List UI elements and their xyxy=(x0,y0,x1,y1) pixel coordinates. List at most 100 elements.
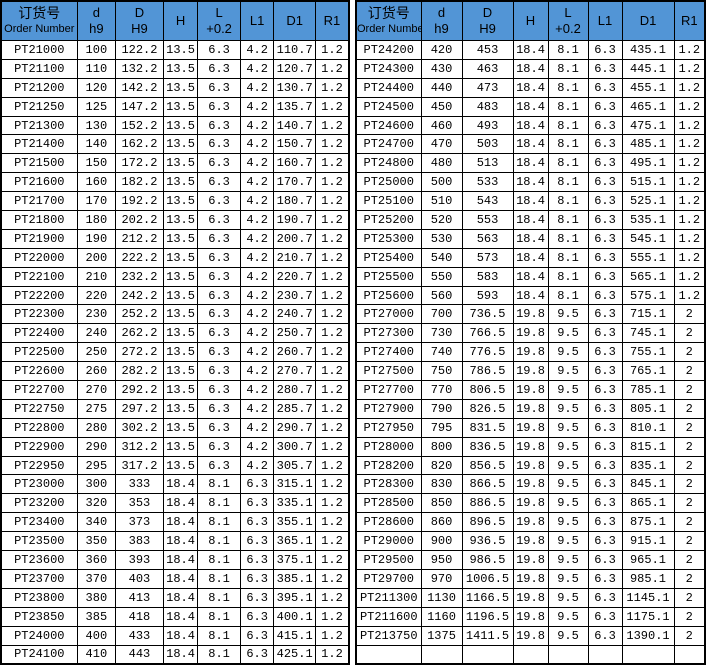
cell-L: 9.5 xyxy=(547,417,589,438)
table-row: PT21600 160 182.2 13.5 6.3 4.2 170.7 1.2 xyxy=(0,172,350,193)
cell-d: 190 xyxy=(76,228,117,249)
cell-L: 8.1 xyxy=(547,153,589,174)
cell-D1: 575.1 xyxy=(621,285,675,306)
cell-order-number: PT25400 xyxy=(355,247,422,268)
cell-H: 19.8 xyxy=(512,436,549,457)
cell-D: 202.2 xyxy=(115,210,164,230)
cell-H: 18.4 xyxy=(512,153,549,174)
table-row: PT22200 220 242.2 13.5 6.3 4.2 230.7 1.2 xyxy=(0,285,350,306)
cell-d: 260 xyxy=(76,361,117,382)
table-row: PT21300 130 152.2 13.5 6.3 4.2 140.7 1.2 xyxy=(0,115,350,136)
order-number-label-en: Order Number xyxy=(357,23,421,35)
cell-D: 272.2 xyxy=(115,342,164,363)
cell-L: 8.1 xyxy=(547,247,589,268)
spec-table-left: 订货号 Order Number d h9 D H9 H L +0.2 xyxy=(0,0,350,666)
cell-D1: 135.7 xyxy=(273,96,316,117)
cell-R1: 1.2 xyxy=(314,96,350,117)
cell-d: 275 xyxy=(76,398,117,419)
cell-L1: 6.3 xyxy=(587,58,623,79)
L1-label: L1 xyxy=(597,13,613,28)
column-header-H: H xyxy=(512,0,549,41)
cell-L: 6.3 xyxy=(197,247,241,268)
cell-L1: 4.2 xyxy=(239,436,275,457)
cell-d: 385 xyxy=(76,606,117,627)
cell-D1: 805.1 xyxy=(621,398,675,419)
cell-L1: 6.3 xyxy=(587,531,623,552)
d-label: d xyxy=(92,5,100,20)
D-tolerance-label: H9 xyxy=(479,21,496,36)
cell-L: 9.5 xyxy=(547,398,589,419)
table-row: PT22900 290 312.2 13.5 6.3 4.2 300.7 1.2 xyxy=(0,436,350,457)
cell-d: 1375 xyxy=(420,625,463,646)
column-header-d: d h9 xyxy=(420,0,463,41)
cell-L1: 6.3 xyxy=(587,512,623,533)
cell-R1 xyxy=(673,644,706,665)
cell-R1: 2 xyxy=(673,587,706,608)
cell-D1: 1390.1 xyxy=(621,625,675,646)
D1-label: D1 xyxy=(639,13,657,28)
cell-R1: 1.2 xyxy=(314,134,350,155)
cell-d: 510 xyxy=(420,191,463,212)
cell-order-number: PT211300 xyxy=(355,587,422,608)
table-row: PT29500 950 986.5 19.8 9.5 6.3 965.1 2 xyxy=(355,550,706,570)
d-tolerance-label: h9 xyxy=(89,21,104,36)
table-row: PT21500 150 172.2 13.5 6.3 4.2 160.7 1.2 xyxy=(0,153,350,174)
cell-H: 18.4 xyxy=(512,228,549,249)
cell-L: 8.1 xyxy=(547,96,589,117)
cell-L1: 4.2 xyxy=(239,398,275,419)
cell-D1: 280.7 xyxy=(273,380,316,400)
cell-L: 9.5 xyxy=(547,550,589,570)
cell-L1: 4.2 xyxy=(239,228,275,249)
order-number-label-en: Order Number xyxy=(4,23,75,35)
cell-L1: 6.3 xyxy=(239,550,275,570)
table-row: PT23800 380 413 18.4 8.1 6.3 395.1 1.2 xyxy=(0,587,350,608)
table-row: PT25400 540 573 18.4 8.1 6.3 555.1 1.2 xyxy=(355,247,706,268)
cell-L1: 4.2 xyxy=(239,172,275,193)
cell-D: 826.5 xyxy=(461,398,514,419)
cell-L: 9.5 xyxy=(547,474,589,495)
cell-D1: 495.1 xyxy=(621,153,675,174)
cell-D1: 715.1 xyxy=(621,304,675,325)
table-row: PT24600 460 493 18.4 8.1 6.3 475.1 1.2 xyxy=(355,115,706,136)
cell-D: 212.2 xyxy=(115,228,164,249)
cell-d: 540 xyxy=(420,247,463,268)
cell-L: 8.1 xyxy=(197,474,241,495)
cell-D1: 250.7 xyxy=(273,323,316,344)
cell-H: 18.4 xyxy=(162,493,199,514)
cell-L1: 6.3 xyxy=(239,568,275,589)
cell-order-number: PT24700 xyxy=(355,134,422,155)
cell-R1: 2 xyxy=(673,380,706,400)
table-row: PT24200 420 453 18.4 8.1 6.3 435.1 1.2 xyxy=(355,40,706,60)
cell-D1: 865.1 xyxy=(621,493,675,514)
cell-d: 300 xyxy=(76,474,117,495)
cell-order-number xyxy=(355,644,422,665)
table-row: PT22700 270 292.2 13.5 6.3 4.2 280.7 1.2 xyxy=(0,380,350,400)
cell-D1: 1145.1 xyxy=(621,587,675,608)
cell-L: 6.3 xyxy=(197,304,241,325)
cell-d: 110 xyxy=(76,58,117,79)
table-row: PT21400 140 162.2 13.5 6.3 4.2 150.7 1.2 xyxy=(0,134,350,155)
cell-D1: 485.1 xyxy=(621,134,675,155)
cell-D1: 555.1 xyxy=(621,247,675,268)
cell-d: 160 xyxy=(76,172,117,193)
cell-order-number: PT27950 xyxy=(355,417,422,438)
cell-order-number: PT25600 xyxy=(355,285,422,306)
cell-order-number: PT22900 xyxy=(0,436,78,457)
cell-order-number: PT21500 xyxy=(0,153,78,174)
cell-L1: 6.3 xyxy=(587,417,623,438)
cell-L: 9.5 xyxy=(547,455,589,476)
cell-D1: 160.7 xyxy=(273,153,316,174)
cell-order-number: PT21600 xyxy=(0,172,78,193)
cell-order-number: PT21400 xyxy=(0,134,78,155)
cell-D: 393 xyxy=(115,550,164,570)
cell-d: 970 xyxy=(420,568,463,589)
cell-L1: 6.3 xyxy=(587,115,623,136)
cell-L1: 4.2 xyxy=(239,153,275,174)
table-row: PT21250 125 147.2 13.5 6.3 4.2 135.7 1.2 xyxy=(0,96,350,117)
cell-R1: 1.2 xyxy=(314,266,350,287)
cell-order-number: PT213750 xyxy=(355,625,422,646)
cell-D: 593 xyxy=(461,285,514,306)
cell-order-number: PT22000 xyxy=(0,247,78,268)
cell-R1: 1.2 xyxy=(314,417,350,438)
